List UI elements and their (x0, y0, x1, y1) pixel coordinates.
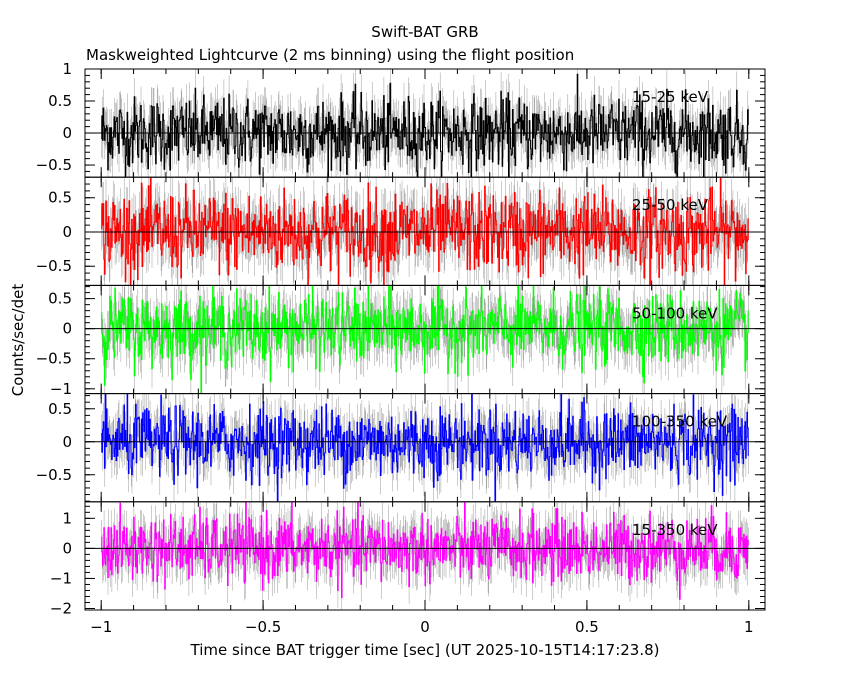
y-axis-label: Counts/sec/det (9, 284, 27, 397)
panel-label: 100-350 keV (632, 413, 728, 431)
panel-label: 25-50 keV (632, 196, 709, 214)
x-tick-label: 0.5 (575, 618, 599, 636)
y-tick-label: 0 (62, 433, 72, 451)
panel-2: 50-100 keV −1 −0.5 0 0.5 (36, 284, 766, 398)
panel-label: 15-25 keV (632, 88, 709, 106)
x-tick-label: −1 (90, 618, 112, 636)
y-tick-label: −1 (50, 380, 72, 398)
y-tick-label: 0 (62, 320, 72, 338)
series-line-15-350-keV (101, 501, 749, 600)
y-tick-label: −1 (50, 569, 72, 587)
series-line-25-50-keV (101, 177, 749, 286)
y-tick-label: −0.5 (36, 257, 72, 275)
y-tick-label: 0.5 (48, 92, 72, 110)
panel-label: 50-100 keV (632, 304, 718, 322)
y-tick-label: 1 (62, 60, 72, 78)
series-line-100-350-keV (101, 393, 749, 502)
y-tick-label: 0.5 (48, 290, 72, 308)
y-tick-label: 0.5 (48, 189, 72, 207)
y-tick-label: −2 (50, 599, 72, 617)
y-tick-label: 0 (62, 223, 72, 241)
panel-4: 15-350 keV −2 −1 0 1 (50, 501, 766, 617)
chart-subtitle: Maskweighted Lightcurve (2 ms binning) u… (86, 46, 574, 64)
chart-title: Swift-BAT GRB (371, 23, 478, 41)
x-tick-label: −0.5 (245, 618, 281, 636)
y-tick-label: −0.5 (36, 350, 72, 368)
panel-label: 15-350 keV (632, 521, 718, 539)
y-tick-label: 0 (62, 539, 72, 557)
panel-0: 15-25 keV −0.5 0 0.5 1 (36, 60, 766, 178)
series-line-15-25-keV (101, 73, 749, 178)
x-tick-label: 1 (744, 618, 754, 636)
y-tick-label: 0.5 (48, 400, 72, 418)
panel-1: 25-50 keV −0.5 0 0.5 (36, 176, 766, 286)
y-tick-label: −0.5 (36, 466, 72, 484)
x-axis-label: Time since BAT trigger time [sec] (UT 20… (190, 641, 660, 659)
x-tick-label: 0 (420, 618, 430, 636)
y-tick-label: 0 (62, 124, 72, 142)
y-tick-label: −0.5 (36, 156, 72, 174)
series-line-50-100-keV (101, 285, 749, 394)
panel-3: 100-350 keV −0.5 0 0.5 (36, 393, 766, 503)
y-tick-label: 1 (62, 509, 72, 527)
